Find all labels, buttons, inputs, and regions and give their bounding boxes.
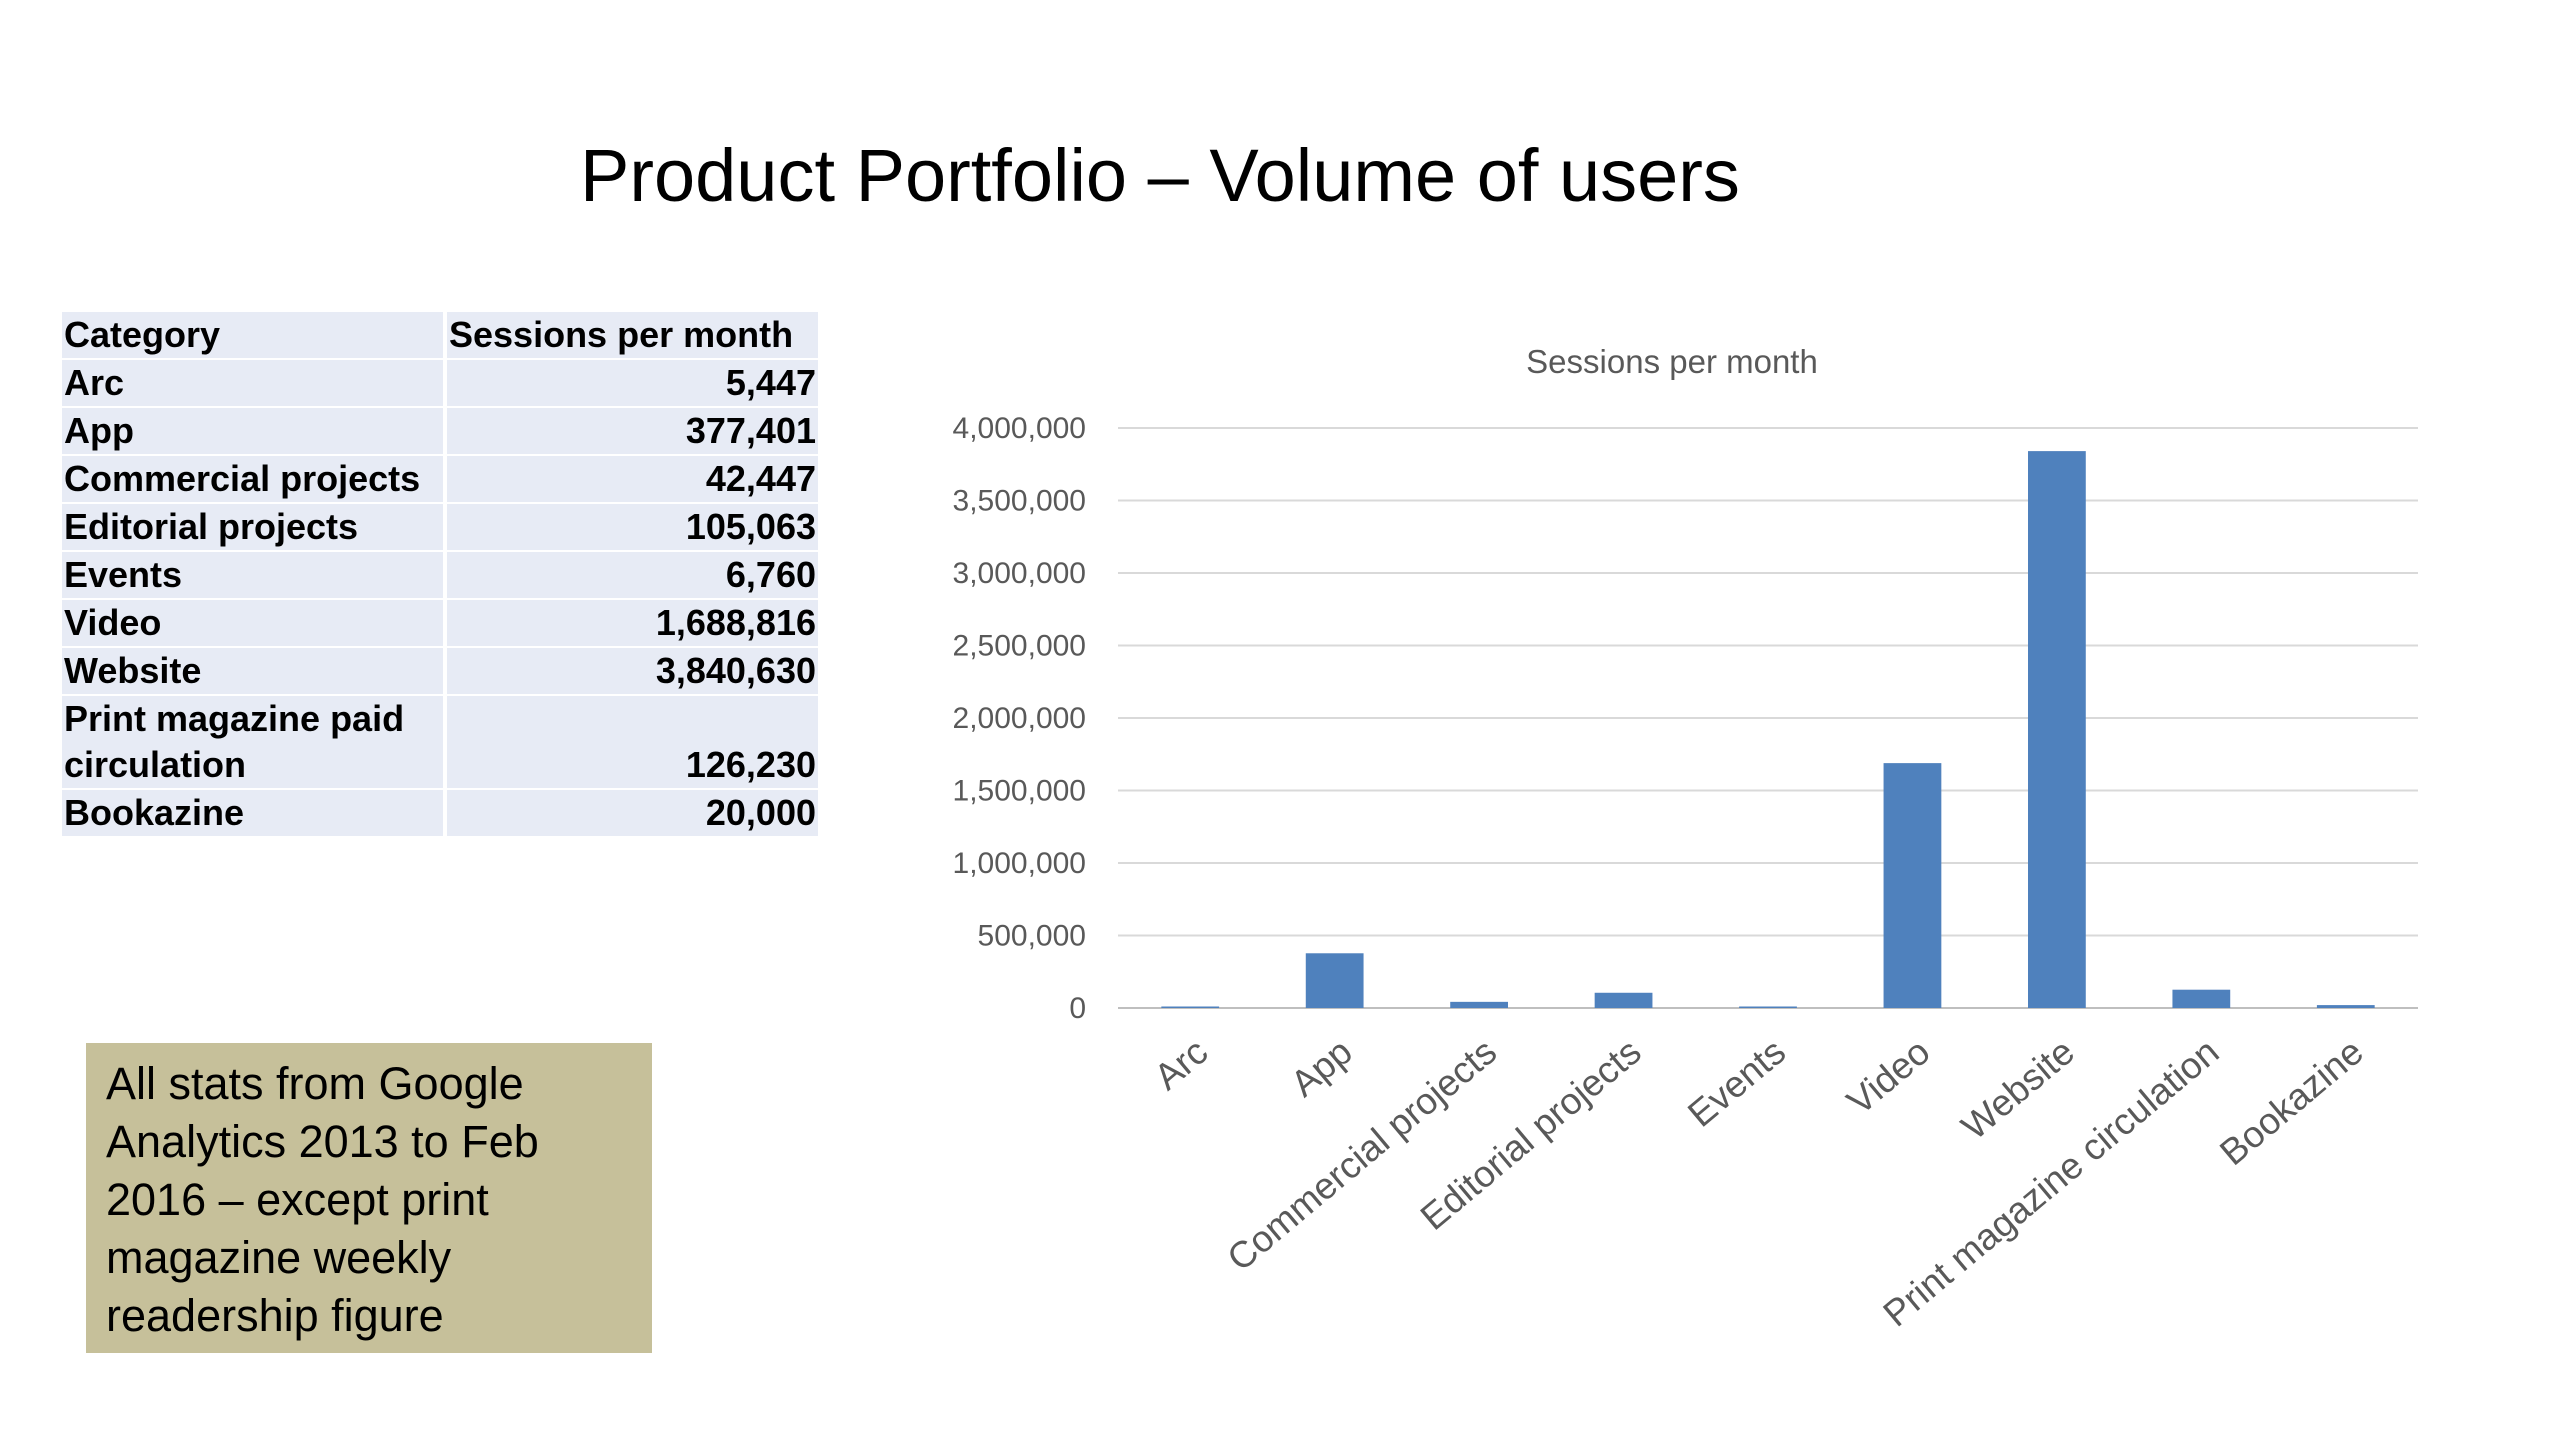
table-cell-category: Bookazine xyxy=(62,789,447,838)
table-cell-category: Commercial projects xyxy=(62,455,447,504)
table-cell-category: App xyxy=(62,407,447,456)
table-cell-category: Events xyxy=(62,551,447,600)
y-tick-label: 1,000,000 xyxy=(953,847,1086,880)
table-row: Editorial projects 105,063 xyxy=(62,503,822,552)
bar xyxy=(1594,992,1653,1008)
table-cell-sessions: 126,230 xyxy=(445,695,822,790)
table-row: Commercial projects 42,447 xyxy=(62,455,822,504)
bar xyxy=(2172,989,2231,1008)
table-cell-category: Video xyxy=(62,599,447,648)
x-tick-label: Video xyxy=(1839,1031,1937,1123)
x-tick-label: App xyxy=(1283,1031,1360,1105)
data-table: Category Sessions per month Arc 5,447 App 3… xyxy=(62,312,822,838)
y-tick-label: 500,000 xyxy=(978,920,1086,953)
table-cell-sessions: 5,447 xyxy=(445,359,822,408)
y-tick-label: 2,500,000 xyxy=(953,630,1086,663)
y-tick-label: 0 xyxy=(1069,992,1086,1025)
y-tick-label: 1,500,000 xyxy=(953,775,1086,808)
table-header-sessions: Sessions per month xyxy=(445,312,822,360)
chart-title: Sessions per month xyxy=(1526,343,1818,380)
table-header-row: Category Sessions per month xyxy=(62,312,822,360)
table-cell-category: Editorial projects xyxy=(62,503,447,552)
bar xyxy=(2316,1005,2375,1008)
table-cell-sessions: 6,760 xyxy=(445,551,822,600)
table-cell-sessions: 20,000 xyxy=(445,789,822,838)
y-tick-label: 4,000,000 xyxy=(953,412,1086,445)
bar xyxy=(2028,451,2086,1008)
x-tick-label: Arc xyxy=(1146,1031,1215,1098)
slide-title: Product Portfolio – Volume of users xyxy=(580,134,1740,217)
x-tick-label: Commercial projects xyxy=(1220,1031,1505,1279)
x-tick-label: Events xyxy=(1680,1031,1793,1135)
table-row: App 377,401 xyxy=(62,407,822,456)
table-cell-sessions: 3,840,630 xyxy=(445,647,822,696)
bar xyxy=(1161,1006,1220,1008)
table-cell-category: Print magazine paid circulation xyxy=(62,695,447,790)
table-cell-sessions: 1,688,816 xyxy=(445,599,822,648)
table-row: Arc 5,447 xyxy=(62,359,822,408)
bar xyxy=(1883,763,1942,1008)
table-row: Website 3,840,630 xyxy=(62,647,822,696)
table-cell-sessions: 377,401 xyxy=(445,407,822,456)
table-row: Bookazine 20,000 xyxy=(62,789,822,838)
table-cell-sessions: 105,063 xyxy=(445,503,822,552)
y-tick-label: 2,000,000 xyxy=(953,702,1086,735)
table-row: Video 1,688,816 xyxy=(62,599,822,648)
table-cell-category: Website xyxy=(62,647,447,696)
source-note: All stats from Google Analytics 2013 to … xyxy=(86,1043,652,1353)
y-tick-label: 3,500,000 xyxy=(953,485,1086,518)
x-tick-label: Website xyxy=(1954,1031,2082,1148)
table-cell-sessions: 42,447 xyxy=(445,455,822,504)
table-header-category: Category xyxy=(62,312,447,360)
bar xyxy=(1739,1006,1797,1008)
bar xyxy=(1450,1001,1508,1008)
table-row: Events 6,760 xyxy=(62,551,822,600)
table-row: Print magazine paid circulation 126,230 xyxy=(62,695,822,790)
table-cell-category: Arc xyxy=(62,359,447,408)
x-tick-label: Bookazine xyxy=(2212,1031,2371,1173)
bar xyxy=(1305,953,1364,1008)
y-tick-label: 3,000,000 xyxy=(953,557,1086,590)
